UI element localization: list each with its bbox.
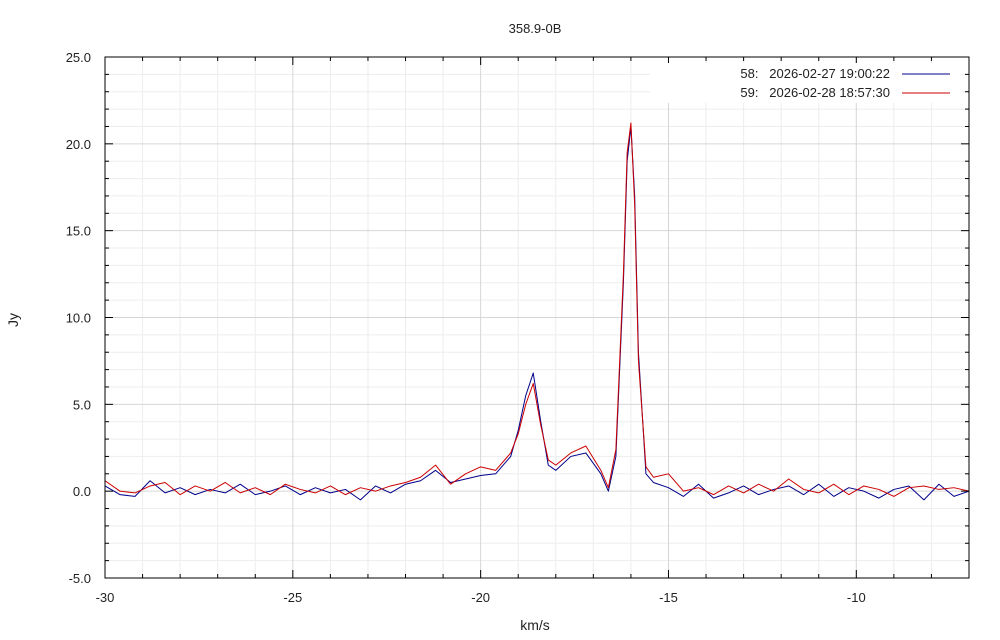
legend-label: 58: 2026-02-27 19:00:22 (740, 66, 890, 81)
y-tick-label: 10.0 (66, 311, 91, 326)
x-tick-label: -25 (283, 590, 302, 605)
y-tick-label: 5.0 (73, 397, 91, 412)
legend: 58: 2026-02-27 19:00:22 59: 2026-02-28 18… (650, 63, 962, 103)
x-tick-label: -10 (847, 590, 866, 605)
y-tick-label: 25.0 (66, 50, 91, 65)
x-axis-label: km/s (520, 617, 550, 633)
legend-background (650, 63, 962, 103)
legend-label: 59: 2026-02-28 18:57:30 (740, 85, 890, 100)
y-tick-label: 15.0 (66, 224, 91, 239)
series-line-58 (104, 125, 970, 501)
series-lines (104, 122, 970, 501)
y-tick-label: -5.0 (69, 571, 91, 586)
x-tick-label: -20 (471, 590, 490, 605)
y-tick-label: 0.0 (73, 484, 91, 499)
grid (104, 56, 970, 579)
y-tick-label: 20.0 (66, 137, 91, 152)
x-tick-label: -30 (96, 590, 115, 605)
axis-ticks: -30 -25 -20 -15 -10 -5.0 0.0 5.0 10.0 15.0 20.0 25.… (66, 50, 970, 605)
x-tick-label: -15 (659, 590, 678, 605)
series-line-59 (104, 122, 970, 497)
y-axis-label: Jy (5, 313, 21, 327)
chart-title: 358.9-0B (509, 21, 562, 36)
